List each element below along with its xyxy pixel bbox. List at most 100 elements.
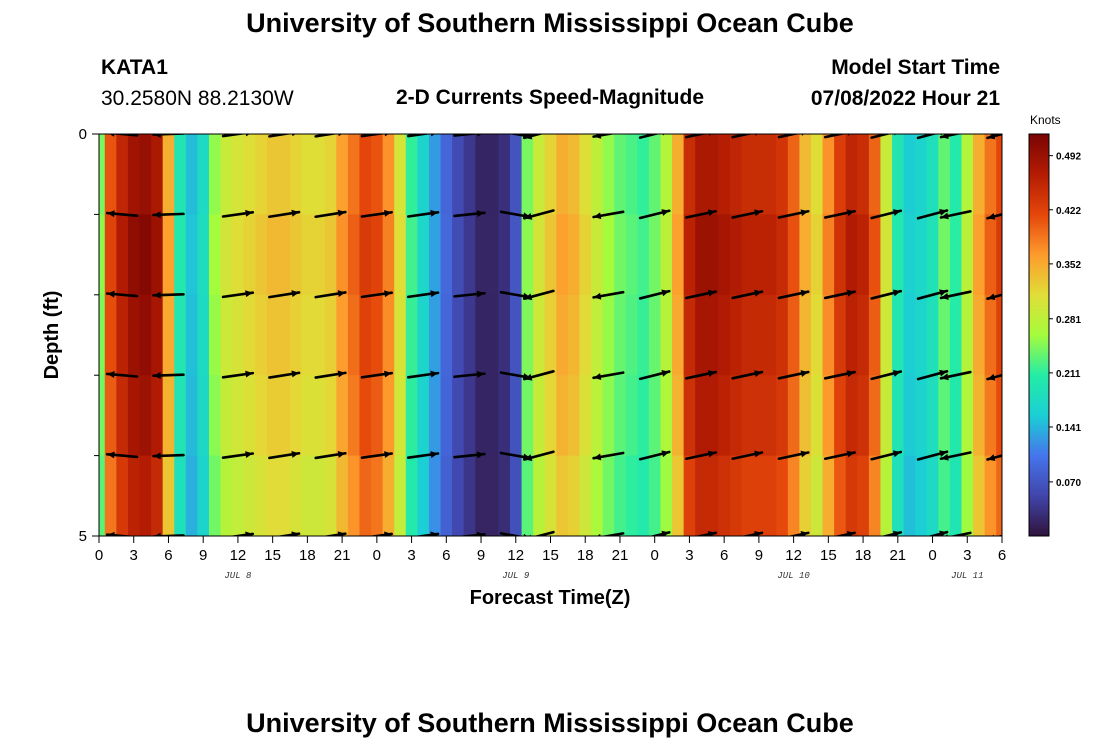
heatmap-cell <box>892 134 905 215</box>
heatmap-cell <box>614 375 627 457</box>
heatmap-cell <box>567 375 581 457</box>
heatmap-cell <box>648 134 662 215</box>
current-arrow <box>533 530 555 536</box>
heatmap-cell <box>544 214 557 296</box>
heatmap-cell <box>116 134 129 215</box>
current-arrow-head <box>524 454 533 461</box>
heatmap-cell <box>127 294 141 376</box>
current-arrow-head <box>939 450 948 457</box>
heatmap-cell <box>174 375 187 457</box>
current-arrow-head <box>337 531 346 536</box>
current-arrow-head <box>707 289 716 297</box>
heatmap-cell <box>776 375 789 457</box>
heatmap-cell <box>880 214 893 296</box>
heatmap-cell <box>463 134 476 215</box>
x-axis-label: Forecast Time(Z) <box>470 587 631 609</box>
heatmap-cell <box>99 375 106 457</box>
heatmap-cell <box>162 455 175 536</box>
heatmap-cell <box>591 375 604 457</box>
current-arrow-head <box>337 450 346 458</box>
x-tick-label: 21 <box>334 547 351 564</box>
heatmap-cell <box>394 375 407 457</box>
heatmap-cell <box>915 455 928 536</box>
heatmap-cell <box>753 294 766 376</box>
heatmap-cell <box>799 375 812 457</box>
current-arrow-head <box>987 373 996 381</box>
heatmap-cell <box>266 134 280 215</box>
heatmap-cell <box>834 455 847 536</box>
heatmap-cell <box>428 294 442 376</box>
heatmap-cell <box>347 214 361 296</box>
heatmap-cell <box>197 134 210 215</box>
current-arrow-head <box>800 370 809 377</box>
x-tick-label: 15 <box>820 547 837 564</box>
colorbar-tick-label: 0.211 <box>1056 369 1081 380</box>
current-arrow-head <box>430 531 439 536</box>
colorbar-tick-label: 0.141 <box>1056 423 1081 434</box>
current-arrow-head <box>754 370 762 377</box>
heatmap-cell <box>266 214 280 296</box>
colorbar: Knots 0.492 0.422 0.352 0.281 0.211 0.141 0.07… <box>1028 113 1081 537</box>
current-arrow-head <box>707 450 716 458</box>
y-axis-label: Depth (ft) <box>41 291 63 380</box>
heatmap-cell <box>324 214 337 296</box>
current-arrow-head <box>939 289 948 297</box>
heatmap-cell <box>706 294 719 376</box>
current-arrow-head <box>107 210 115 218</box>
heatmap-cell <box>290 134 303 215</box>
heatmap-cell <box>880 455 893 536</box>
heatmap-cell <box>695 294 708 376</box>
heatmap-cell <box>660 134 673 215</box>
heatmap-cell <box>579 214 592 296</box>
heatmap-cell <box>672 214 685 296</box>
heatmap-cell <box>556 214 569 296</box>
heatmap-cell <box>845 294 858 376</box>
heatmap-cell <box>938 134 951 215</box>
heatmap-cell <box>486 214 500 296</box>
heatmap-cell <box>452 375 465 457</box>
current-arrow-head <box>245 209 253 217</box>
heatmap-cell <box>417 134 430 215</box>
x-tick-label: 6 <box>442 547 450 564</box>
heatmap-cell <box>787 134 801 215</box>
heatmap-cell <box>614 134 627 215</box>
heatmap-cell <box>868 375 882 457</box>
heatmap-cell <box>313 134 326 215</box>
current-arrow-head <box>800 530 809 536</box>
current-arrow-head <box>987 293 996 301</box>
heatmap-cell <box>99 214 106 296</box>
heatmap-cell <box>394 134 407 215</box>
current-arrow-head <box>707 209 716 217</box>
heatmap-cell <box>452 214 465 296</box>
current-arrow-head <box>153 291 161 299</box>
x-tick-label: 0 <box>95 547 103 564</box>
heatmap-cell <box>486 134 500 215</box>
heatmap-cell <box>405 294 418 376</box>
heatmap-cell <box>127 134 141 215</box>
current-arrow-head <box>593 373 602 380</box>
heatmap-cell <box>533 294 546 376</box>
heatmap-cell <box>347 134 361 215</box>
heatmap-cell <box>834 375 847 457</box>
heatmap-cell <box>984 214 997 296</box>
heatmap-cell <box>683 134 696 215</box>
heatmap-cell <box>799 214 812 296</box>
heatmap-cell <box>208 455 222 536</box>
heatmap-cell <box>926 455 939 536</box>
heatmap-cell <box>926 375 939 457</box>
current-arrow-head <box>291 450 300 458</box>
heatmap-cell <box>683 294 696 376</box>
heatmap-cell <box>961 134 974 215</box>
heatmap-cell <box>313 214 326 296</box>
heatmap-cell <box>162 294 175 376</box>
heatmap-cell <box>475 294 488 376</box>
current-arrow-head <box>476 210 485 218</box>
heatmap-cell <box>602 134 615 215</box>
current-arrow-head <box>661 369 670 377</box>
heatmap-cell <box>255 455 268 536</box>
current-arrow-head <box>476 451 485 459</box>
heatmap-cell <box>255 134 268 215</box>
station-id: KATA1 <box>101 56 168 79</box>
current-arrow-head <box>245 370 253 378</box>
heatmap-cell <box>579 455 592 536</box>
